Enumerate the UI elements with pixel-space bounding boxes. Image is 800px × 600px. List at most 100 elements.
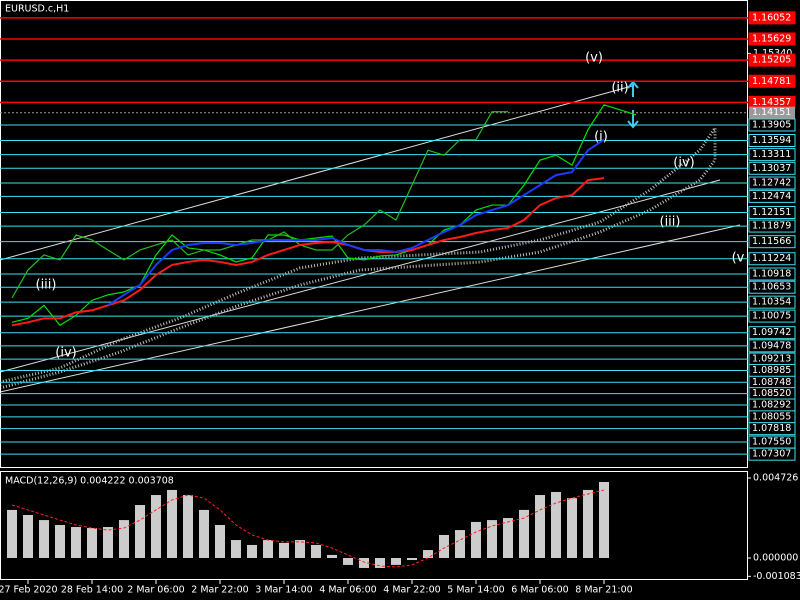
macd-signal	[11, 489, 605, 568]
macd-y-tick-label: 0.004726	[753, 472, 798, 483]
level-label: 1.08985	[752, 365, 791, 376]
level-label-box	[748, 339, 796, 353]
level-label-box	[748, 53, 796, 67]
macd-bar	[439, 534, 449, 558]
level-label-box	[748, 74, 796, 88]
channel-line	[0, 85, 633, 261]
macd-bar	[87, 528, 97, 558]
macd-bar	[167, 489, 177, 558]
x-tick-label: 6 Mar 06:00	[511, 585, 568, 596]
level-label: 1.09478	[752, 340, 791, 351]
wave-label: (iv)	[673, 156, 694, 171]
macd-bar	[231, 540, 241, 558]
macd-y-tick-label: -0.001083	[753, 571, 800, 582]
macd-bar	[247, 544, 257, 558]
x-tick-label: 27 Feb 2020	[0, 585, 58, 596]
level-label: 1.09213	[752, 354, 791, 365]
level-label-box	[748, 267, 796, 281]
macd-bar	[423, 550, 433, 558]
macd-bar	[375, 557, 385, 568]
x-tick-label: 3 Mar 14:00	[255, 585, 312, 596]
series-line	[11, 104, 637, 327]
x-tick-label: 2 Mar 22:00	[191, 585, 248, 596]
x-tick-label: 2 Mar 06:00	[127, 585, 184, 596]
level-label-box	[748, 295, 796, 309]
macd-y-tick-label: 0.000000	[753, 552, 798, 563]
x-tick-label: 5 Mar 14:00	[447, 585, 504, 596]
main-frame	[0, 0, 748, 468]
macd-bar	[567, 498, 577, 558]
level-label: 1.13594	[752, 135, 791, 146]
macd-bar	[7, 509, 17, 558]
macd-bar	[55, 524, 65, 558]
level-label-box	[748, 148, 796, 162]
macd-bar	[295, 540, 305, 558]
level-label-box	[748, 32, 796, 46]
macd-bar	[327, 554, 337, 558]
level-label-box	[748, 447, 796, 461]
macd-frame	[0, 471, 748, 580]
level-label: 1.11879	[752, 221, 791, 232]
level-label-box	[748, 235, 796, 249]
level-label: 1.14357	[752, 97, 791, 108]
level-label-box	[748, 309, 796, 323]
macd-bar	[39, 520, 49, 558]
level-label: 1.10354	[752, 297, 791, 308]
level-label: 1.07307	[752, 449, 791, 460]
level-label-box	[748, 161, 796, 175]
level-label: 1.16052	[752, 12, 791, 23]
chart-title: EURUSD.c,H1	[5, 4, 69, 15]
macd-bar	[359, 557, 369, 568]
level-label-box	[748, 11, 796, 25]
x-tick-label: 4 Mar 22:00	[383, 585, 440, 596]
macd-bar	[503, 518, 513, 558]
x-tick-label: 8 Mar 21:00	[575, 585, 632, 596]
macd-bar	[151, 495, 161, 558]
wave-label: (iv)	[55, 346, 76, 361]
level-label-box	[748, 252, 796, 266]
level-label: 1.08520	[752, 388, 791, 399]
macd-bar	[535, 495, 545, 558]
series-line	[107, 138, 605, 307]
macd-bar	[279, 542, 289, 558]
level-label-box	[748, 176, 796, 190]
macd-bar	[471, 521, 481, 558]
level-label: 1.12151	[752, 207, 791, 218]
level-label: 1.09742	[752, 327, 791, 338]
macd-bar	[199, 509, 209, 558]
macd-bar	[391, 557, 401, 565]
level-label: 1.11224	[752, 253, 791, 264]
level-label-box	[748, 326, 796, 340]
level-label: 1.10075	[752, 311, 791, 322]
wave-label: (ii)	[611, 81, 628, 96]
macd-bar	[71, 527, 81, 558]
level-label: 1.11566	[752, 236, 791, 247]
macd-bar	[135, 505, 145, 558]
level-label: 1.13037	[752, 163, 791, 174]
level-label: 1.10653	[752, 282, 791, 293]
macd-bar	[551, 491, 561, 558]
level-label: 1.14781	[752, 76, 791, 87]
level-label: 1.07550	[752, 437, 791, 448]
level-label: 1.07818	[752, 423, 791, 434]
level-label-box	[748, 118, 796, 132]
level-label: 1.08292	[752, 400, 791, 411]
level-label-box	[748, 280, 796, 294]
macd-bar	[407, 557, 417, 561]
level-label: 1.10918	[752, 269, 791, 280]
wave-label: (iii)	[36, 278, 57, 293]
level-label: 1.15629	[752, 33, 791, 44]
macd-bar	[215, 524, 225, 558]
level-label-box	[748, 205, 796, 219]
wave-label: (v)	[585, 51, 603, 66]
macd-bar	[23, 514, 33, 558]
macd-bar	[599, 481, 609, 558]
macd-bar	[583, 489, 593, 558]
level-label: 1.08055	[752, 411, 791, 422]
cloud	[0, 123, 717, 390]
y-tick-label: 1.15340	[753, 48, 792, 59]
level-label: 1.13311	[752, 149, 791, 160]
